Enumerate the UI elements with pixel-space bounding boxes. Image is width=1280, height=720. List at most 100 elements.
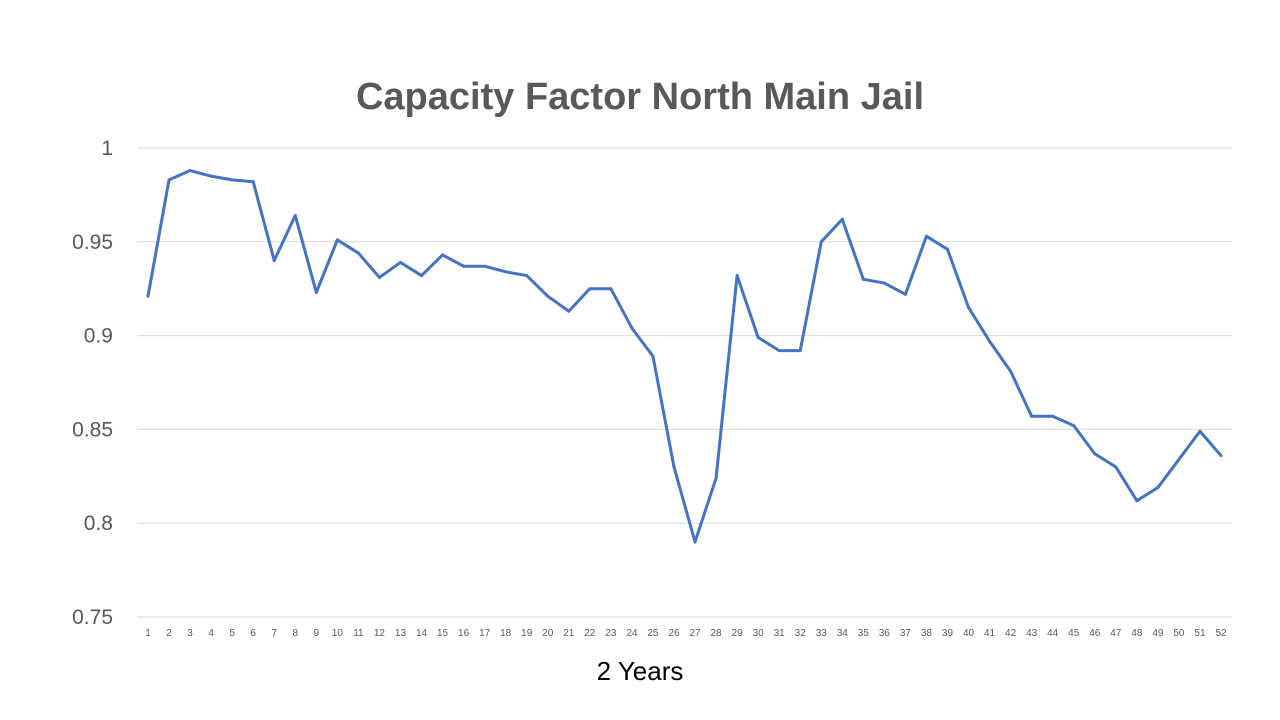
y-tick-label: 0.75 bbox=[72, 606, 113, 629]
x-tick-label: 40 bbox=[963, 628, 975, 639]
x-tick-label: 22 bbox=[584, 628, 596, 639]
data-point bbox=[945, 247, 949, 251]
data-point bbox=[861, 277, 865, 281]
x-tick-label: 38 bbox=[921, 628, 933, 639]
x-tick-label: 41 bbox=[984, 628, 996, 639]
data-point bbox=[483, 264, 487, 268]
x-tick-label: 45 bbox=[1068, 628, 1080, 639]
data-point bbox=[903, 292, 907, 296]
data-point bbox=[146, 294, 150, 298]
data-point bbox=[609, 287, 613, 291]
data-point bbox=[1009, 369, 1013, 373]
data-point bbox=[1051, 414, 1055, 418]
data-point bbox=[377, 275, 381, 279]
x-tick-label: 2 bbox=[166, 628, 172, 639]
data-point bbox=[1219, 454, 1223, 458]
x-tick-label: 20 bbox=[542, 628, 554, 639]
data-point bbox=[1030, 414, 1034, 418]
x-tick-label: 28 bbox=[710, 628, 722, 639]
data-point bbox=[335, 238, 339, 242]
x-tick-label: 21 bbox=[563, 628, 575, 639]
data-point bbox=[798, 349, 802, 353]
x-tick-label: 3 bbox=[187, 628, 193, 639]
data-point bbox=[840, 217, 844, 221]
data-point bbox=[209, 174, 213, 178]
data-point bbox=[819, 240, 823, 244]
data-point bbox=[967, 305, 971, 309]
x-tick-label: 29 bbox=[732, 628, 744, 639]
x-tick-label: 32 bbox=[795, 628, 807, 639]
data-point bbox=[693, 540, 697, 544]
data-point bbox=[188, 169, 192, 173]
x-tick-label: 30 bbox=[753, 628, 765, 639]
data-point bbox=[988, 339, 992, 343]
x-axis-label: 2 Years bbox=[596, 656, 684, 686]
x-tick-label: 24 bbox=[626, 628, 638, 639]
data-point bbox=[651, 354, 655, 358]
data-point bbox=[420, 274, 424, 278]
data-point bbox=[630, 326, 634, 330]
data-point bbox=[1156, 486, 1160, 490]
data-point bbox=[251, 180, 255, 184]
x-tick-label: 52 bbox=[1215, 628, 1227, 639]
x-tick-label: 26 bbox=[668, 628, 680, 639]
data-point bbox=[1093, 452, 1097, 456]
data-point bbox=[504, 270, 508, 274]
x-tick-label: 48 bbox=[1131, 628, 1143, 639]
x-tick-label: 46 bbox=[1089, 628, 1101, 639]
x-tick-label: 17 bbox=[479, 628, 491, 639]
x-tick-label: 44 bbox=[1047, 628, 1059, 639]
data-point bbox=[441, 253, 445, 257]
x-tick-label: 39 bbox=[942, 628, 954, 639]
x-tick-label: 42 bbox=[1005, 628, 1017, 639]
x-tick-label: 50 bbox=[1173, 628, 1185, 639]
x-tick-label: 23 bbox=[605, 628, 617, 639]
x-tick-label: 18 bbox=[500, 628, 512, 639]
x-tick-label: 31 bbox=[774, 628, 786, 639]
data-point bbox=[1114, 465, 1118, 469]
data-point bbox=[756, 335, 760, 339]
x-tick-label: 14 bbox=[416, 628, 428, 639]
data-line bbox=[146, 169, 1223, 544]
x-tick-label: 34 bbox=[837, 628, 849, 639]
x-tick-label: 43 bbox=[1026, 628, 1038, 639]
x-tick-label: 47 bbox=[1110, 628, 1122, 639]
x-tick-label: 51 bbox=[1194, 628, 1206, 639]
data-point bbox=[735, 274, 739, 278]
x-tick-label: 13 bbox=[395, 628, 407, 639]
data-point bbox=[777, 349, 781, 353]
x-tick-label: 36 bbox=[879, 628, 891, 639]
x-tick-label: 19 bbox=[521, 628, 533, 639]
y-tick-label: 0.95 bbox=[72, 231, 113, 254]
x-tick-label: 5 bbox=[229, 628, 235, 639]
data-point bbox=[1198, 429, 1202, 433]
data-point bbox=[924, 234, 928, 238]
x-tick-label: 1 bbox=[145, 628, 151, 639]
data-point bbox=[167, 178, 171, 182]
x-tick-label: 7 bbox=[271, 628, 277, 639]
data-point bbox=[314, 290, 318, 294]
data-point bbox=[1177, 457, 1181, 461]
y-tick-label: 0.8 bbox=[84, 512, 113, 535]
x-tick-label: 35 bbox=[858, 628, 870, 639]
data-point bbox=[230, 178, 234, 182]
x-tick-label: 9 bbox=[314, 628, 320, 639]
x-tick-label: 37 bbox=[900, 628, 912, 639]
data-point bbox=[462, 264, 466, 268]
data-point bbox=[272, 259, 276, 263]
x-tick-label: 27 bbox=[689, 628, 701, 639]
data-point bbox=[1072, 424, 1076, 428]
chart-title: Capacity Factor North Main Jail bbox=[355, 76, 924, 118]
data-point bbox=[398, 260, 402, 264]
x-tick-label: 6 bbox=[250, 628, 256, 639]
x-tick-label: 11 bbox=[353, 628, 364, 639]
data-point bbox=[293, 214, 297, 218]
x-tick-label: 25 bbox=[647, 628, 659, 639]
x-tick-label: 16 bbox=[458, 628, 470, 639]
y-tick-label: 1 bbox=[101, 137, 113, 160]
data-point bbox=[588, 287, 592, 291]
x-tick-label: 15 bbox=[437, 628, 449, 639]
data-point bbox=[714, 476, 718, 480]
